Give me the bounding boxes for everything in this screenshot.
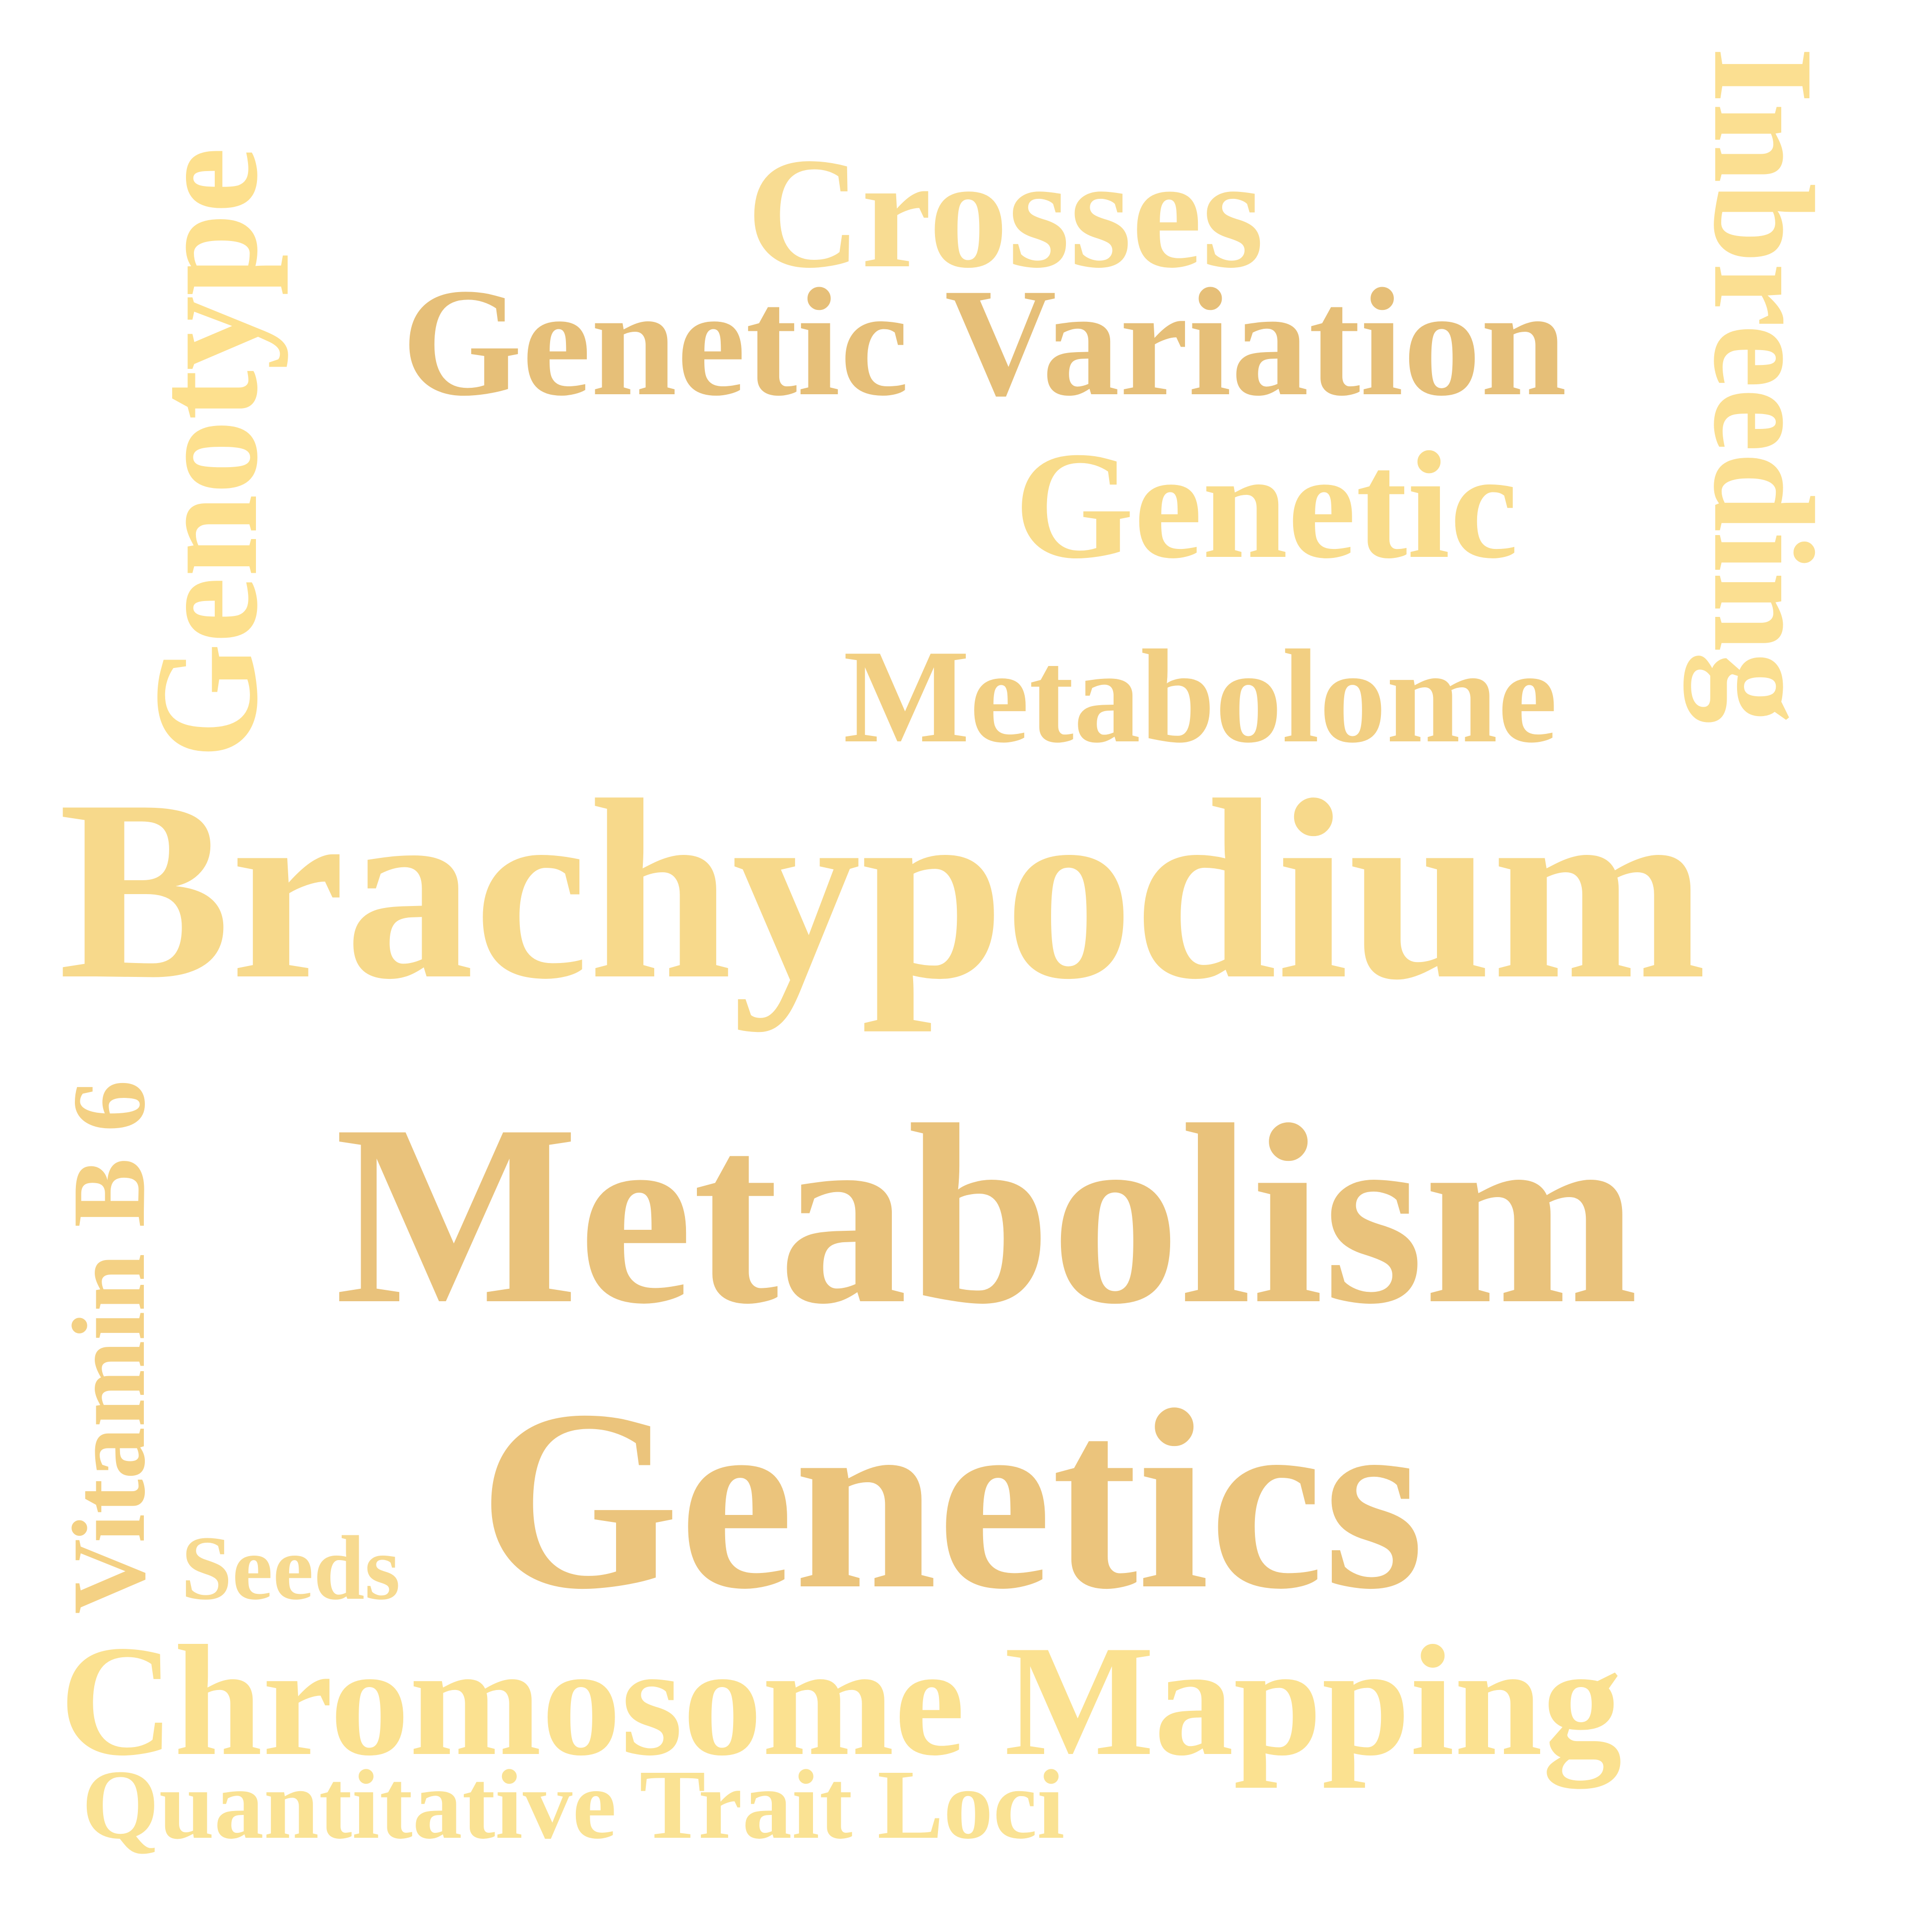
word-genotype: Genotype bbox=[124, 147, 288, 759]
word-chromosome-mapping: Chromosome Mapping bbox=[60, 1613, 1622, 1789]
word-genetic: Genetic bbox=[1014, 421, 1518, 591]
word-seeds: Seeds bbox=[181, 1517, 400, 1619]
word-genetics: Genetics bbox=[479, 1357, 1425, 1642]
word-quantitative-trait-loci: Quantitative Trait Loci bbox=[82, 1750, 1065, 1860]
word-crosses: Crosses bbox=[747, 125, 1264, 301]
word-inbreeding: Inbreeding bbox=[1684, 47, 1843, 724]
word-brachypodium: Brachypodium bbox=[59, 747, 1707, 1032]
word-metabolism: Metabolism bbox=[335, 1072, 1639, 1357]
word-vitamin-b6: Vitamin B 6 bbox=[52, 1080, 167, 1614]
word-metabolome: Metabolome bbox=[843, 622, 1558, 771]
word-genetic-variation: Genetic Variation bbox=[402, 257, 1567, 428]
